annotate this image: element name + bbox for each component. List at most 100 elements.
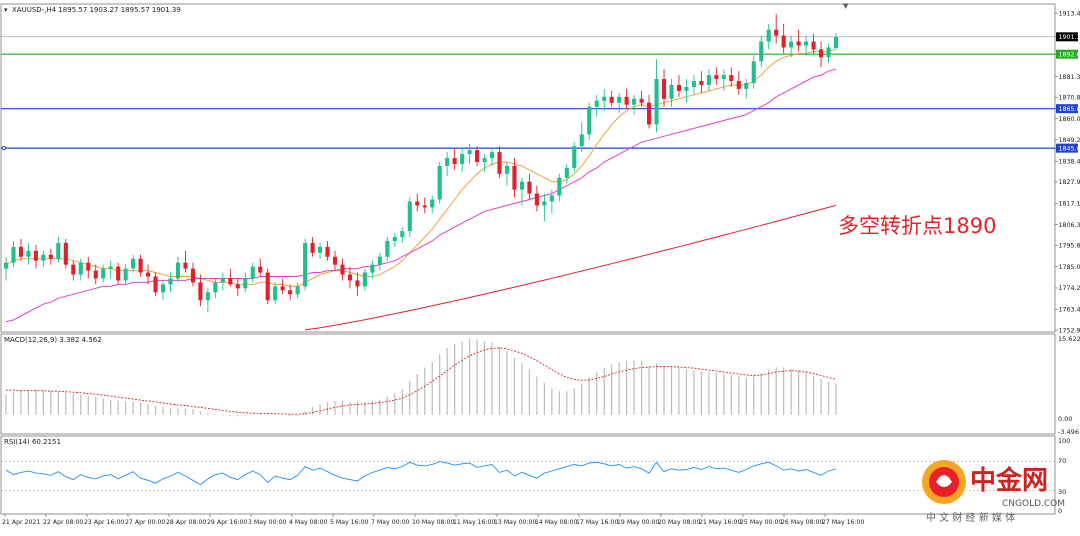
candle-body: [692, 81, 696, 87]
candle-body: [669, 85, 673, 99]
candle-body: [333, 257, 337, 265]
price-label: 1785.00: [1059, 264, 1080, 271]
candle-body: [131, 259, 135, 269]
candle-body: [176, 263, 180, 279]
candle: [572, 142, 576, 172]
candle-body: [116, 267, 120, 281]
candle-body: [393, 237, 397, 241]
time-label: 22 Apr 08:00: [43, 519, 83, 526]
candle-body: [550, 196, 554, 202]
candle-body: [348, 275, 352, 281]
price-label: 1838.40: [1059, 158, 1080, 165]
candle-body: [767, 30, 771, 42]
candle-body: [535, 194, 539, 206]
candle-body: [430, 199, 434, 207]
candle-body: [288, 290, 292, 294]
candle-body: [385, 241, 389, 257]
candle-body: [640, 99, 644, 103]
candle-body: [445, 158, 449, 166]
candle-body: [139, 259, 143, 273]
candle-body: [101, 269, 105, 279]
time-label: 14 May 08:00: [535, 519, 577, 526]
time-label: 23 Apr 16:00: [84, 519, 124, 526]
candle-body: [213, 282, 217, 292]
candle-body: [684, 87, 688, 91]
price-label: 1849.20: [1059, 137, 1080, 144]
candle-body: [565, 168, 569, 178]
candle-body: [183, 263, 187, 269]
candle-body: [699, 81, 703, 85]
candle-body: [41, 255, 45, 261]
candle-body: [400, 231, 404, 237]
price-label: 1806.30: [1059, 222, 1080, 229]
candle-body: [460, 154, 464, 164]
candle-body: [273, 286, 277, 300]
time-label: 29 Apr 16:00: [207, 519, 247, 526]
candle-body: [812, 42, 816, 50]
time-label: 27 May 16:00: [822, 519, 864, 526]
candle-body: [49, 255, 53, 259]
candle-body: [26, 251, 30, 257]
candle-body: [729, 75, 733, 81]
candle-body: [221, 278, 225, 282]
price-label: 1752.90: [1059, 327, 1080, 334]
candle-body: [296, 286, 300, 294]
candle-body: [258, 267, 262, 273]
shift-marker-icon[interactable]: ▼: [843, 2, 849, 10]
candle: [438, 162, 442, 203]
candle-body: [71, 265, 75, 275]
candle: [266, 269, 270, 305]
candle-body: [632, 99, 636, 105]
candle-body: [198, 282, 202, 300]
candle-body: [11, 247, 15, 263]
candle-body: [56, 243, 60, 259]
candle-body: [408, 201, 412, 231]
candle-body: [423, 205, 427, 207]
chart-dropdown-icon[interactable]: ▾: [4, 6, 8, 14]
price-label: 1901.39: [1059, 34, 1080, 41]
candle-body: [19, 247, 23, 257]
cngold-logo: 中金网 CNGOLD.COM 中 文 财 经 新 媒 体: [922, 460, 1065, 524]
macd-bottom-label: -3.496: [1058, 428, 1079, 436]
candle-body: [557, 178, 561, 196]
candle-body: [625, 97, 629, 105]
candle-body: [722, 75, 726, 79]
price-label: 1881.30: [1059, 74, 1080, 81]
candle-body: [580, 134, 584, 146]
candle-body: [318, 247, 322, 253]
time-label: 7 May 00:00: [371, 519, 410, 526]
candle-body: [505, 166, 509, 174]
price-label: 1763.40: [1059, 307, 1080, 314]
time-label: 28 Apr 08:00: [166, 519, 206, 526]
candle-body: [86, 263, 90, 271]
candle-body: [572, 146, 576, 168]
price-label: 1845.00: [1059, 145, 1080, 152]
candle-body: [617, 97, 621, 103]
time-label: 10 May 08:00: [412, 519, 454, 526]
time-label: 5 May 16:00: [330, 519, 369, 526]
time-label: 26 May 08:00: [781, 519, 823, 526]
time-label: 20 May 08:00: [658, 519, 700, 526]
time-label: 21 Apr 2021: [2, 519, 40, 526]
candle-body: [363, 273, 367, 287]
candle-body: [153, 276, 157, 292]
candle-body: [340, 265, 344, 275]
price-label: 1860.00: [1059, 116, 1080, 123]
candle-body: [206, 292, 210, 300]
candle-body: [109, 267, 113, 269]
candle-body: [707, 75, 711, 85]
candle-body: [236, 284, 240, 288]
price-axis: 1913.401901.391892.601881.301870.801865.…: [1055, 10, 1080, 334]
candle-body: [542, 201, 546, 205]
candle-body: [64, 243, 68, 265]
candle-body: [677, 85, 681, 91]
candle-body: [34, 251, 38, 261]
candle: [303, 239, 307, 290]
candle-body: [475, 150, 479, 162]
rsi-30-label: 30: [1058, 488, 1066, 496]
candle-body: [826, 47, 830, 57]
candle-body: [512, 166, 516, 190]
